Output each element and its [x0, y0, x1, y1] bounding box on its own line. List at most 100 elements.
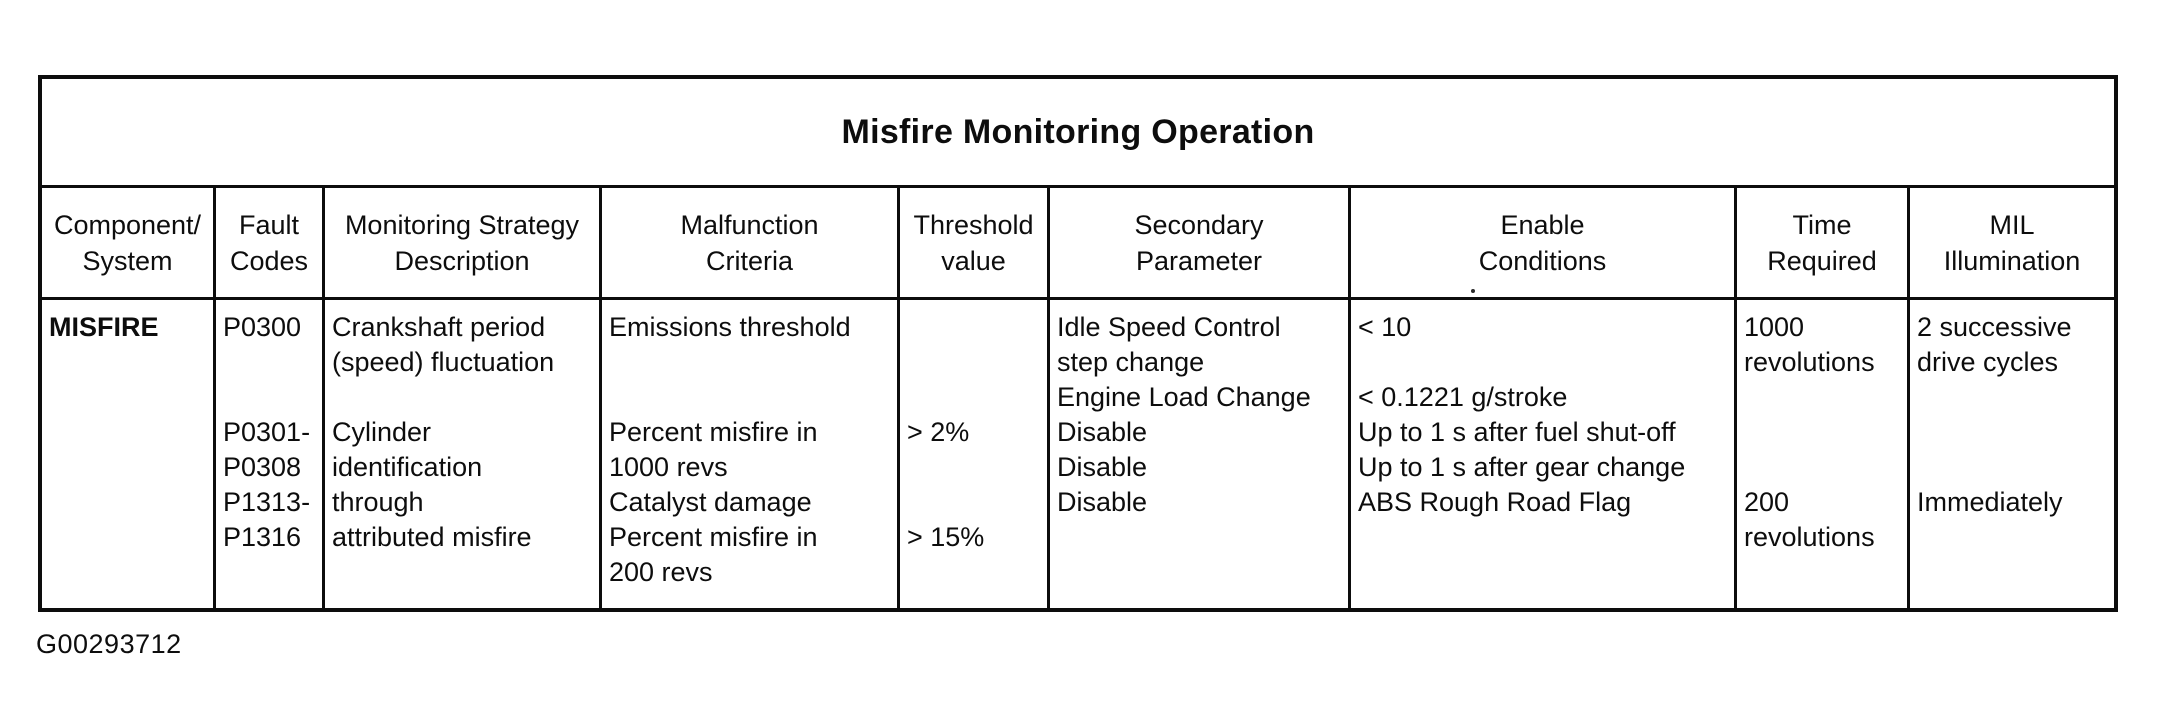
- text-line: P0300: [223, 312, 302, 342]
- text-line: Component/: [53, 209, 202, 240]
- text-line: [49, 380, 209, 415]
- text-line: [1917, 450, 2110, 485]
- column-header-fault-codes: Fault Codes: [216, 188, 325, 300]
- column-header-enable-conditions: Enable Conditions: [1351, 188, 1737, 300]
- cell-component-system: MISFIRE: [42, 300, 216, 608]
- text-line: revolutions: [1744, 347, 1875, 377]
- text-line: ABS Rough Road Flag: [1358, 487, 1632, 517]
- text-line: drive cycles: [1917, 347, 2059, 377]
- cell-mil-illumination: 2 successive drive cycles Immediately: [1910, 300, 2114, 608]
- text-line: [1917, 380, 2110, 415]
- text-line: [49, 345, 209, 380]
- text-line: Threshold: [913, 209, 1034, 240]
- text-line: [49, 415, 209, 450]
- text-line: System: [82, 245, 173, 276]
- text-line: Engine Load Change: [1057, 382, 1311, 412]
- text-line: Enable: [1500, 209, 1585, 240]
- cell-threshold-value: > 2% > 15%: [900, 300, 1050, 608]
- text-line: > 2%: [907, 417, 970, 447]
- text-line: Catalyst damage: [609, 487, 812, 517]
- text-line: 1000: [1744, 312, 1805, 342]
- text-line: through: [332, 487, 424, 517]
- text-line: [332, 555, 595, 590]
- scan-artifact-dot: [1471, 289, 1475, 293]
- text-line: MIL: [1989, 209, 2035, 240]
- text-line: [907, 310, 1043, 345]
- text-line: < 10: [1358, 312, 1412, 342]
- text-line: Illumination: [1943, 245, 2081, 276]
- misfire-monitoring-table: Misfire Monitoring Operation Component/S…: [38, 75, 2118, 612]
- text-line: [49, 485, 209, 520]
- text-line: [1057, 520, 1344, 555]
- text-line: [907, 380, 1043, 415]
- column-header-component-system: Component/System: [42, 188, 216, 300]
- text-line: Disable: [1057, 487, 1148, 517]
- text-line: Disable: [1057, 452, 1148, 482]
- text-line: Description: [394, 245, 530, 276]
- text-line: P1313-: [223, 487, 311, 517]
- text-line: identification: [332, 452, 483, 482]
- text-line: 200 revs: [609, 557, 713, 587]
- text-line: MISFIRE: [49, 312, 159, 342]
- text-line: Percent misfire in: [609, 417, 818, 447]
- column-header-threshold-value: Threshold value: [900, 188, 1050, 300]
- cell-malfunction-criteria: Emissions threshold Percent misfire in 100…: [602, 300, 900, 608]
- text-line: Criteria: [705, 245, 793, 276]
- text-line: > 15%: [907, 522, 985, 552]
- text-line: Up to 1 s after fuel shut-off: [1358, 417, 1676, 447]
- column-header-time-required: Time Required: [1737, 188, 1910, 300]
- text-line: Immediately: [1917, 487, 2063, 517]
- figure-code: G00293712: [36, 629, 182, 659]
- column-header-secondary-parameter: Secondary Parameter: [1050, 188, 1351, 300]
- text-line: Crankshaft period: [332, 312, 546, 342]
- text-line: [907, 485, 1043, 520]
- text-line: [223, 380, 318, 415]
- text-line: 1000 revs: [609, 452, 728, 482]
- text-line: [907, 345, 1043, 380]
- cell-fault-codes: P0300 P0301- P0308 P1313- P1316: [216, 300, 325, 608]
- text-line: [49, 520, 209, 555]
- text-line: [1744, 415, 1903, 450]
- text-line: [609, 345, 893, 380]
- cell-enable-conditions: < 10 < 0.1221 g/stroke Up to 1 s after fue…: [1351, 300, 1737, 608]
- text-line: Malfunction: [680, 209, 819, 240]
- text-line: [49, 450, 209, 485]
- text-line: [223, 555, 318, 590]
- text-line: Emissions threshold: [609, 312, 851, 342]
- text-line: 2 successive: [1917, 312, 2072, 342]
- text-line: Cylinder: [332, 417, 432, 447]
- text-line: [1917, 415, 2110, 450]
- text-line: [1744, 555, 1903, 590]
- text-line: P0308: [223, 452, 302, 482]
- text-line: [907, 555, 1043, 590]
- text-line: Required: [1767, 245, 1877, 276]
- text-line: < 0.1221 g/stroke: [1358, 382, 1568, 412]
- text-line: (speed) fluctuation: [332, 347, 555, 377]
- text-line: step change: [1057, 347, 1205, 377]
- text-line: Up to 1 s after gear change: [1358, 452, 1686, 482]
- text-line: attributed misfire: [332, 522, 532, 552]
- column-header-malfunction-criteria: Malfunction Criteria: [602, 188, 900, 300]
- text-line: [1358, 555, 1730, 590]
- text-line: Percent misfire in: [609, 522, 818, 552]
- text-line: [907, 450, 1043, 485]
- text-line: Time: [1792, 209, 1852, 240]
- text-line: value: [941, 245, 1006, 276]
- text-line: Disable: [1057, 417, 1148, 447]
- text-line: Monitoring Strategy: [344, 209, 580, 240]
- text-line: [1358, 520, 1730, 555]
- text-line: Fault: [238, 209, 300, 240]
- text-line: Conditions: [1478, 245, 1607, 276]
- text-line: [223, 345, 318, 380]
- text-line: [49, 555, 209, 590]
- text-line: P0301-: [223, 417, 311, 447]
- cell-monitoring-strategy: Crankshaft period (speed) fluctuation Cyli…: [325, 300, 602, 608]
- column-header-monitoring-strategy: Monitoring Strategy Description: [325, 188, 602, 300]
- text-line: 200: [1744, 487, 1790, 517]
- text-line: [1057, 555, 1344, 590]
- text-line: revolutions: [1744, 522, 1875, 552]
- table-title: Misfire Monitoring Operation: [42, 79, 2114, 188]
- text-line: Parameter: [1135, 245, 1263, 276]
- cell-time-required: 1000 revolutions 200 revolutions: [1737, 300, 1910, 608]
- text-line: [332, 380, 595, 415]
